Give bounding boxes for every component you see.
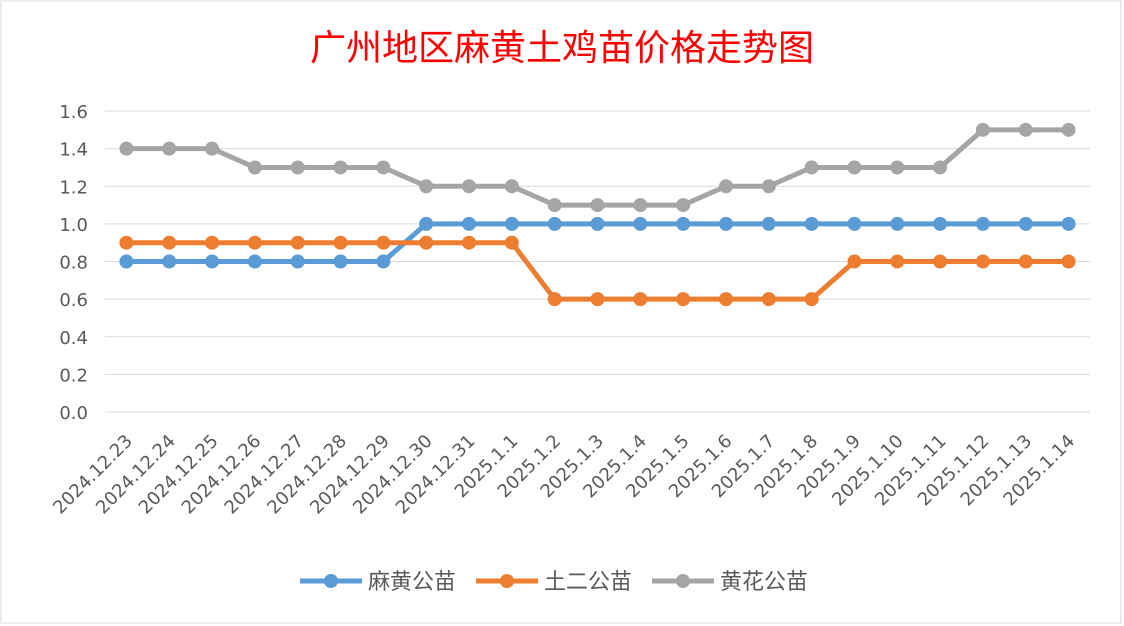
data-point bbox=[633, 216, 648, 231]
data-point bbox=[1061, 122, 1076, 137]
data-point bbox=[890, 216, 905, 231]
data-point bbox=[333, 235, 348, 250]
data-point bbox=[590, 292, 605, 307]
data-point bbox=[847, 160, 862, 175]
legend-item: 麻黄公苗 bbox=[300, 570, 456, 595]
data-point bbox=[504, 216, 519, 231]
chart-title: 广州地区麻黄土鸡苗价格走势图 bbox=[310, 28, 814, 69]
data-point bbox=[333, 254, 348, 269]
data-point bbox=[290, 235, 305, 250]
data-point bbox=[1018, 122, 1033, 137]
data-point bbox=[419, 216, 434, 231]
data-point bbox=[162, 254, 177, 269]
data-point bbox=[933, 160, 948, 175]
data-point bbox=[504, 179, 519, 194]
series-lines bbox=[119, 122, 1076, 307]
data-point bbox=[718, 292, 733, 307]
data-point bbox=[718, 216, 733, 231]
data-point bbox=[590, 198, 605, 213]
data-point bbox=[804, 216, 819, 231]
series-1 bbox=[119, 216, 1076, 269]
y-tick-label: 0.8 bbox=[59, 253, 88, 274]
data-point bbox=[975, 254, 990, 269]
data-point bbox=[633, 292, 648, 307]
data-point bbox=[1061, 254, 1076, 269]
data-point bbox=[119, 141, 134, 156]
data-point bbox=[119, 254, 134, 269]
data-point bbox=[504, 235, 519, 250]
data-point bbox=[804, 160, 819, 175]
data-point bbox=[890, 160, 905, 175]
data-point bbox=[975, 122, 990, 137]
legend-label: 黄花公苗 bbox=[720, 570, 808, 595]
y-tick-label: 1.4 bbox=[59, 140, 88, 161]
data-point bbox=[676, 292, 691, 307]
y-tick-label: 0.4 bbox=[59, 328, 88, 349]
legend-item: 土二公苗 bbox=[476, 570, 632, 595]
data-point bbox=[290, 254, 305, 269]
series-2 bbox=[119, 235, 1076, 307]
data-point bbox=[333, 160, 348, 175]
y-tick-label: 0.6 bbox=[59, 290, 88, 311]
data-point bbox=[419, 179, 434, 194]
data-point bbox=[290, 160, 305, 175]
data-point bbox=[205, 235, 220, 250]
data-point bbox=[933, 254, 948, 269]
data-point bbox=[847, 216, 862, 231]
data-point bbox=[933, 216, 948, 231]
data-point bbox=[119, 235, 134, 250]
data-point bbox=[205, 254, 220, 269]
data-point bbox=[761, 179, 776, 194]
data-point bbox=[419, 235, 434, 250]
legend-marker bbox=[324, 574, 338, 588]
legend-marker bbox=[676, 574, 690, 588]
data-point bbox=[590, 216, 605, 231]
legend-item: 黄花公苗 bbox=[652, 570, 808, 595]
data-point bbox=[376, 254, 391, 269]
data-point bbox=[247, 235, 262, 250]
data-point bbox=[718, 179, 733, 194]
data-point bbox=[847, 254, 862, 269]
legend-marker bbox=[500, 574, 514, 588]
data-point bbox=[376, 160, 391, 175]
data-point bbox=[462, 179, 477, 194]
data-point bbox=[547, 198, 562, 213]
series-3 bbox=[119, 122, 1076, 213]
data-point bbox=[1018, 254, 1033, 269]
data-point bbox=[547, 216, 562, 231]
data-point bbox=[761, 216, 776, 231]
y-axis-tick-labels: 0.0 0.2 0.4 0.6 0.8 1.0 1.2 1.4 1.6 bbox=[59, 102, 88, 424]
data-point bbox=[676, 216, 691, 231]
data-point bbox=[804, 292, 819, 307]
data-point bbox=[633, 198, 648, 213]
y-tick-label: 1.0 bbox=[59, 215, 88, 236]
data-point bbox=[162, 141, 177, 156]
y-tick-label: 1.2 bbox=[59, 177, 88, 198]
data-point bbox=[462, 216, 477, 231]
y-tick-label: 0.0 bbox=[59, 403, 88, 424]
data-point bbox=[376, 235, 391, 250]
data-point bbox=[1018, 216, 1033, 231]
data-point bbox=[462, 235, 477, 250]
data-point bbox=[247, 254, 262, 269]
y-tick-label: 0.2 bbox=[59, 365, 88, 386]
data-point bbox=[1061, 216, 1076, 231]
y-tick-label: 1.6 bbox=[59, 102, 88, 123]
data-point bbox=[162, 235, 177, 250]
legend: 麻黄公苗 土二公苗 黄花公苗 bbox=[300, 570, 808, 595]
data-point bbox=[676, 198, 691, 213]
data-point bbox=[247, 160, 262, 175]
data-point bbox=[761, 292, 776, 307]
data-point bbox=[975, 216, 990, 231]
data-point bbox=[890, 254, 905, 269]
data-point bbox=[205, 141, 220, 156]
data-point bbox=[547, 292, 562, 307]
legend-label: 麻黄公苗 bbox=[368, 570, 456, 595]
legend-label: 土二公苗 bbox=[544, 570, 632, 595]
